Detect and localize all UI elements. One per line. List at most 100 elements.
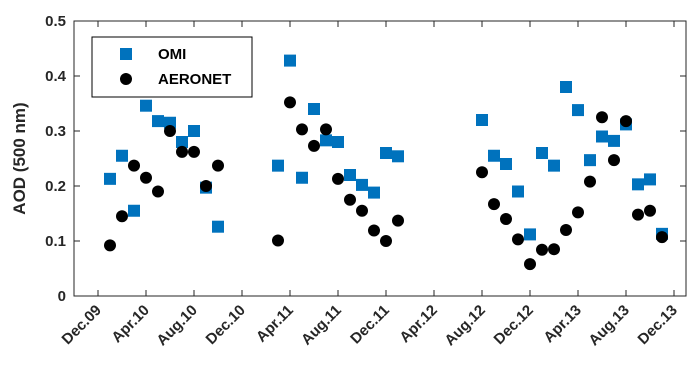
aeronet-point	[536, 243, 548, 256]
x-tick-label: Apr.13	[540, 302, 584, 346]
y-tick-label: 0.1	[45, 233, 66, 250]
x-tick-label: Dec.10	[203, 302, 249, 348]
omi-point	[596, 130, 608, 143]
legend: OMI AERONET	[91, 36, 253, 98]
aeronet-point	[632, 208, 644, 221]
y-axis-title: AOD (500 nm)	[10, 102, 29, 214]
x-tick-label: Dec.12	[491, 302, 537, 348]
aeronet-point	[176, 145, 188, 158]
aeronet-point	[332, 172, 344, 185]
aeronet-point	[368, 224, 380, 237]
aeronet-point	[296, 123, 308, 136]
aeronet-point	[128, 159, 140, 172]
aeronet-point	[344, 193, 356, 206]
omi-point	[344, 169, 356, 181]
aeronet-point	[104, 239, 116, 252]
omi-point	[128, 204, 140, 217]
aeronet-point	[560, 224, 572, 236]
aeronet-point	[320, 123, 332, 136]
legend-label: OMI	[158, 46, 186, 63]
omi-point	[572, 104, 584, 117]
omi-point	[188, 125, 200, 137]
omi-point	[356, 178, 368, 191]
y-tick-label: 0.3	[45, 123, 66, 140]
aeronet-point	[620, 115, 632, 128]
aeronet-point	[140, 171, 152, 184]
series-aeronet	[104, 96, 668, 271]
x-tick-label: Aug.11	[298, 302, 345, 349]
omi-point	[632, 178, 644, 191]
omi-point	[536, 147, 548, 159]
x-tick-label: Dec.13	[635, 302, 681, 348]
aeronet-point	[512, 233, 524, 246]
aeronet-point	[548, 243, 560, 256]
omi-point	[164, 116, 176, 129]
omi-point	[608, 134, 620, 147]
omi-point	[524, 228, 536, 241]
legend-label: AERONET	[158, 71, 231, 88]
omi-point	[380, 147, 392, 159]
aeronet-point	[488, 198, 500, 211]
x-tick-label: Dec.09	[59, 302, 105, 348]
aeronet-point	[200, 180, 212, 192]
legend-marker-aeronet	[120, 73, 132, 85]
omi-point	[176, 136, 188, 148]
aeronet-point	[572, 206, 584, 219]
axes-box	[73, 20, 687, 297]
omi-point	[116, 149, 128, 162]
aeronet-point	[356, 204, 368, 217]
aeronet-point	[212, 159, 224, 172]
aeronet-point	[308, 139, 320, 152]
aeronet-point	[596, 111, 608, 124]
omi-point	[104, 172, 116, 185]
aeronet-point	[584, 175, 596, 188]
omi-point	[308, 103, 320, 115]
aeronet-point	[476, 166, 488, 179]
aeronet-point	[380, 235, 392, 247]
omi-point	[488, 149, 500, 162]
legend-marker-omi	[120, 48, 132, 60]
aeronet-point	[284, 96, 296, 109]
aeronet-point	[188, 145, 200, 158]
omi-point	[212, 220, 224, 233]
omi-point	[368, 186, 380, 199]
x-tick-label: Apr.10	[108, 302, 152, 346]
x-tick-label: Apr.12	[396, 302, 440, 346]
aeronet-point	[500, 213, 512, 225]
aeronet-point	[152, 185, 164, 198]
aeronet-point	[656, 231, 668, 244]
omi-point	[584, 154, 596, 167]
x-tick-label: Aug.10	[153, 302, 200, 349]
omi-point	[332, 136, 344, 148]
aeronet-point	[116, 210, 128, 223]
omi-point	[140, 99, 152, 112]
plot-area	[104, 54, 668, 271]
y-tick-label: 0	[58, 288, 66, 305]
omi-point	[320, 134, 332, 147]
x-tick-label: Aug.12	[441, 302, 488, 349]
omi-point	[272, 159, 284, 172]
legend-box	[91, 36, 253, 98]
omi-point	[152, 115, 164, 128]
omi-point	[512, 185, 524, 198]
omi-point	[560, 81, 572, 93]
y-tick-label: 0.4	[45, 68, 67, 85]
aeronet-point	[164, 125, 176, 137]
x-tick-label: Aug.13	[585, 302, 632, 349]
omi-point	[392, 150, 404, 163]
aeronet-point	[524, 258, 536, 271]
omi-point	[296, 171, 308, 184]
aeronet-point	[608, 154, 620, 167]
omi-point	[284, 54, 296, 67]
y-tick-label: 0.5	[45, 13, 66, 30]
aeronet-point	[272, 234, 284, 247]
omi-point	[644, 173, 656, 186]
omi-point	[500, 158, 512, 170]
omi-point	[548, 159, 560, 172]
omi-point	[476, 114, 488, 126]
y-tick-label: 0.2	[45, 178, 66, 195]
x-tick-label: Dec.11	[347, 302, 393, 348]
aeronet-point	[392, 214, 404, 227]
x-tick-label: Apr.11	[253, 302, 297, 346]
